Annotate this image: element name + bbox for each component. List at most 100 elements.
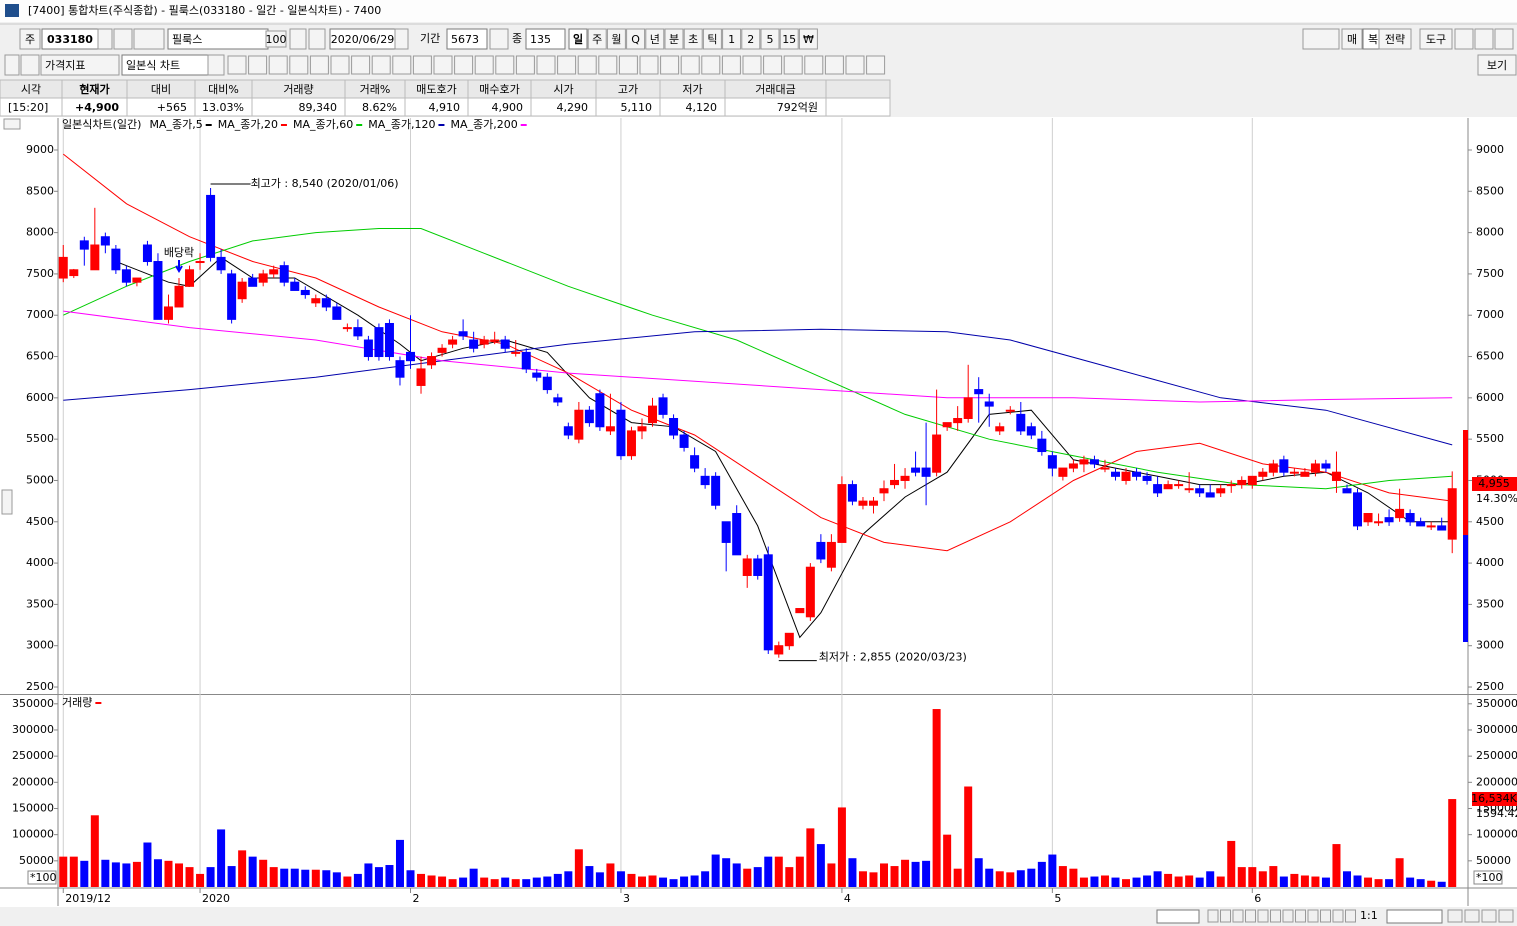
drawing-tool[interactable] xyxy=(680,55,700,75)
drawing-tool[interactable] xyxy=(824,55,844,75)
drawing-tool[interactable] xyxy=(351,55,371,75)
period-button[interactable] xyxy=(587,28,607,50)
playback-control[interactable] xyxy=(1257,909,1269,923)
nav-control[interactable] xyxy=(1464,909,1480,923)
drawing-tool[interactable] xyxy=(330,55,350,75)
candle-body xyxy=(1279,459,1289,473)
candle-body xyxy=(669,418,679,436)
drawing-tool[interactable] xyxy=(660,55,680,75)
period-button[interactable] xyxy=(741,28,761,50)
playback-control[interactable] xyxy=(1295,909,1306,923)
count-input[interactable] xyxy=(525,28,566,50)
drawing-tool[interactable] xyxy=(783,55,803,75)
playback-control[interactable] xyxy=(1207,909,1219,923)
drawing-tool[interactable] xyxy=(598,55,618,75)
drawing-tool[interactable] xyxy=(289,55,309,75)
drawing-tool[interactable] xyxy=(392,55,412,75)
candle-body xyxy=(1363,513,1373,523)
y-tick-label: 7500 xyxy=(26,267,54,280)
candle-body xyxy=(700,475,710,486)
drawing-tool[interactable] xyxy=(536,55,556,75)
period-button[interactable] xyxy=(683,28,703,50)
nav-button[interactable] xyxy=(3,118,21,130)
tool-icon[interactable] xyxy=(1454,28,1474,50)
code-dropdown[interactable] xyxy=(97,28,113,50)
nav-control[interactable] xyxy=(1481,909,1497,923)
drawing-tool[interactable] xyxy=(227,55,247,75)
playback-control[interactable] xyxy=(1320,909,1331,923)
drawing-tool[interactable] xyxy=(804,55,824,75)
tool-icon[interactable] xyxy=(1494,28,1514,50)
right-button[interactable] xyxy=(1341,28,1363,50)
side-toggle[interactable] xyxy=(1,489,13,515)
period-button[interactable] xyxy=(606,28,626,50)
view-button[interactable] xyxy=(1477,54,1517,76)
drawing-tool[interactable] xyxy=(454,55,474,75)
period-button[interactable] xyxy=(702,28,722,50)
tool-icon[interactable] xyxy=(1474,28,1494,50)
period-spin[interactable] xyxy=(489,28,509,50)
drawing-tool[interactable] xyxy=(763,55,783,75)
period-button[interactable] xyxy=(779,28,799,50)
playback-control[interactable] xyxy=(1282,909,1294,923)
indicator-button[interactable] xyxy=(40,54,120,76)
drawing-tool[interactable] xyxy=(701,55,721,75)
arrow-button[interactable] xyxy=(20,54,40,76)
drawing-tool[interactable] xyxy=(474,55,494,75)
drawing-tool[interactable] xyxy=(557,55,577,75)
volume-bar xyxy=(1037,861,1046,887)
drawing-tool[interactable] xyxy=(721,55,741,75)
drawing-tool[interactable] xyxy=(515,55,535,75)
period-button[interactable] xyxy=(760,28,780,50)
candle-body xyxy=(1079,459,1089,465)
chart-kind-dropdown[interactable] xyxy=(207,54,225,76)
drawing-tool[interactable] xyxy=(371,55,391,75)
drawing-tool[interactable] xyxy=(433,55,453,75)
list-button[interactable] xyxy=(133,28,165,50)
drawing-tool[interactable] xyxy=(309,55,329,75)
y-tick-label: 8000 xyxy=(26,226,54,239)
drawing-tool[interactable] xyxy=(866,55,886,75)
drawing-tool[interactable] xyxy=(618,55,638,75)
period-button[interactable] xyxy=(626,28,646,50)
date-dropdown[interactable] xyxy=(394,28,409,50)
drawing-tool[interactable] xyxy=(742,55,762,75)
period-button[interactable] xyxy=(664,28,684,50)
period-input[interactable] xyxy=(446,28,488,50)
volume-bar xyxy=(1279,876,1288,887)
playback-control[interactable] xyxy=(1270,909,1281,923)
volume-badge xyxy=(1472,792,1517,806)
playback-control[interactable] xyxy=(1232,909,1244,923)
arrow-button[interactable] xyxy=(4,54,20,76)
period-button[interactable] xyxy=(645,28,665,50)
playback-control[interactable] xyxy=(1245,909,1256,923)
cloud-button[interactable] xyxy=(1302,28,1340,50)
playback-control[interactable] xyxy=(1345,909,1356,923)
prev-button[interactable] xyxy=(308,28,326,50)
drawing-tool[interactable] xyxy=(412,55,432,75)
playback-control[interactable] xyxy=(1307,909,1319,923)
scroll-thumb[interactable] xyxy=(1156,909,1200,924)
candle-body xyxy=(1395,508,1405,519)
period-button[interactable] xyxy=(568,28,588,50)
drawing-tool[interactable] xyxy=(248,55,268,75)
right-button[interactable] xyxy=(1378,28,1412,50)
next-button[interactable] xyxy=(289,28,307,50)
search-button[interactable] xyxy=(113,28,133,50)
drawing-tool[interactable] xyxy=(639,55,659,75)
market-button[interactable] xyxy=(19,28,41,50)
drawing-tool[interactable] xyxy=(268,55,288,75)
nav-control[interactable] xyxy=(1498,909,1514,923)
drawing-tool[interactable] xyxy=(577,55,597,75)
period-button[interactable] xyxy=(722,28,742,50)
playback-control[interactable] xyxy=(1332,909,1344,923)
zoom-slider[interactable] xyxy=(1386,909,1443,924)
candle-body xyxy=(595,393,605,428)
drawing-tool[interactable] xyxy=(845,55,865,75)
nav-control[interactable] xyxy=(1447,909,1463,923)
ratio-badge[interactable] xyxy=(265,30,287,48)
drawing-tool[interactable] xyxy=(495,55,515,75)
period-button[interactable] xyxy=(798,28,818,50)
right-button[interactable] xyxy=(1419,28,1453,50)
playback-control[interactable] xyxy=(1220,909,1231,923)
